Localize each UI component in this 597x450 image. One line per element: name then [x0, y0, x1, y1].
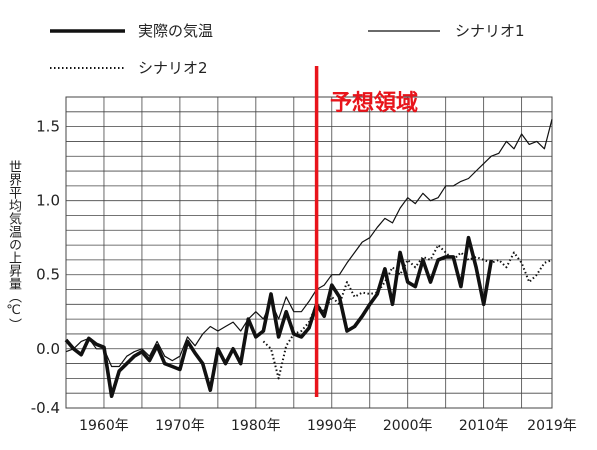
x-tick-label: 2010年 — [459, 418, 509, 434]
forecast-annotation: 予想領域 — [330, 90, 418, 116]
y-tick-label: 1.5 — [36, 118, 60, 136]
x-tick-label: 1990年 — [307, 418, 357, 434]
series-line-dotted — [262, 244, 553, 380]
grid — [65, 96, 553, 409]
y-axis-label: 世界平均気温の上昇量（℃） — [6, 160, 21, 331]
y-tick-label: -0.4 — [31, 399, 60, 417]
x-tick-label: 1960年 — [79, 418, 129, 434]
axis-layer: -0.4 0.0 0.5 1.0 1.5 1960年 1970年 1980年 1990年 2000… — [31, 118, 577, 434]
y-tick-label: 0.5 — [36, 266, 60, 284]
legend-label: シナリオ2 — [138, 59, 208, 77]
series-line-thick — [64, 235, 494, 399]
x-tick-label: 2000年 — [383, 418, 433, 434]
legend: 実際の気温 シナリオ1 シナリオ2 — [50, 22, 525, 77]
series-line-thin — [65, 119, 553, 368]
x-tick-label: 1980年 — [231, 418, 281, 434]
y-tick-label: 1.0 — [36, 192, 60, 210]
x-tick-label: 1970年 — [155, 418, 205, 434]
x-tick-label: 2019年 — [527, 418, 577, 434]
plot-frame — [65, 96, 553, 409]
legend-label: 実際の気温 — [138, 22, 213, 40]
y-tick-label: 0.0 — [36, 340, 60, 358]
series-layer — [64, 119, 553, 399]
legend-label: シナリオ1 — [455, 22, 525, 40]
annotation-layer: 予想領域 — [314, 66, 418, 397]
y-axis-label-wrap: 世界平均気温の上昇量（℃） — [4, 160, 24, 331]
